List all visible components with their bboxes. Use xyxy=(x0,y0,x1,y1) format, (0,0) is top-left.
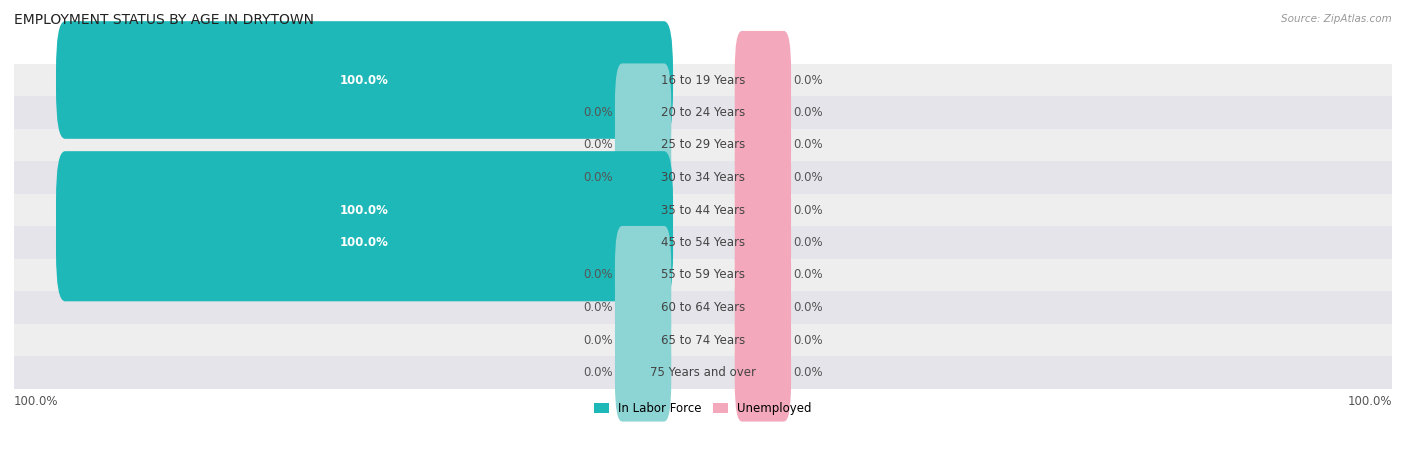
FancyBboxPatch shape xyxy=(735,324,792,422)
FancyBboxPatch shape xyxy=(14,194,1392,226)
FancyBboxPatch shape xyxy=(56,151,673,269)
Text: 0.0%: 0.0% xyxy=(583,106,613,119)
Text: 0.0%: 0.0% xyxy=(583,333,613,346)
Text: Source: ZipAtlas.com: Source: ZipAtlas.com xyxy=(1281,14,1392,23)
FancyBboxPatch shape xyxy=(614,291,671,389)
Text: 45 to 54 Years: 45 to 54 Years xyxy=(661,236,745,249)
FancyBboxPatch shape xyxy=(735,194,792,292)
Text: 0.0%: 0.0% xyxy=(793,333,823,346)
Text: 55 to 59 Years: 55 to 59 Years xyxy=(661,269,745,282)
FancyBboxPatch shape xyxy=(14,226,1392,259)
FancyBboxPatch shape xyxy=(614,258,671,356)
Text: EMPLOYMENT STATUS BY AGE IN DRYTOWN: EMPLOYMENT STATUS BY AGE IN DRYTOWN xyxy=(14,14,314,27)
Text: 16 to 19 Years: 16 to 19 Years xyxy=(661,73,745,86)
FancyBboxPatch shape xyxy=(735,128,792,226)
FancyBboxPatch shape xyxy=(14,161,1392,194)
FancyBboxPatch shape xyxy=(614,63,671,162)
FancyBboxPatch shape xyxy=(14,324,1392,356)
FancyBboxPatch shape xyxy=(735,258,792,356)
Text: 75 Years and over: 75 Years and over xyxy=(650,366,756,379)
Text: 0.0%: 0.0% xyxy=(583,301,613,314)
FancyBboxPatch shape xyxy=(14,291,1392,324)
Text: 0.0%: 0.0% xyxy=(793,301,823,314)
Text: 100.0%: 100.0% xyxy=(340,236,389,249)
Text: 0.0%: 0.0% xyxy=(583,366,613,379)
Text: 0.0%: 0.0% xyxy=(793,106,823,119)
Text: 0.0%: 0.0% xyxy=(793,203,823,216)
Text: 100.0%: 100.0% xyxy=(1347,395,1392,408)
FancyBboxPatch shape xyxy=(56,21,673,139)
Text: 25 to 29 Years: 25 to 29 Years xyxy=(661,139,745,152)
Text: 100.0%: 100.0% xyxy=(340,203,389,216)
Text: 35 to 44 Years: 35 to 44 Years xyxy=(661,203,745,216)
FancyBboxPatch shape xyxy=(614,324,671,422)
Text: 0.0%: 0.0% xyxy=(793,139,823,152)
FancyBboxPatch shape xyxy=(614,128,671,226)
Legend: In Labor Force, Unemployed: In Labor Force, Unemployed xyxy=(589,398,817,420)
FancyBboxPatch shape xyxy=(735,63,792,162)
Text: 65 to 74 Years: 65 to 74 Years xyxy=(661,333,745,346)
FancyBboxPatch shape xyxy=(735,96,792,194)
FancyBboxPatch shape xyxy=(14,259,1392,291)
Text: 60 to 64 Years: 60 to 64 Years xyxy=(661,301,745,314)
FancyBboxPatch shape xyxy=(735,31,792,129)
Text: 20 to 24 Years: 20 to 24 Years xyxy=(661,106,745,119)
FancyBboxPatch shape xyxy=(14,356,1392,389)
FancyBboxPatch shape xyxy=(14,96,1392,129)
Text: 0.0%: 0.0% xyxy=(793,236,823,249)
FancyBboxPatch shape xyxy=(614,226,671,324)
Text: 100.0%: 100.0% xyxy=(340,73,389,86)
Text: 30 to 34 Years: 30 to 34 Years xyxy=(661,171,745,184)
Text: 0.0%: 0.0% xyxy=(583,269,613,282)
Text: 0.0%: 0.0% xyxy=(793,269,823,282)
FancyBboxPatch shape xyxy=(56,184,673,302)
Text: 0.0%: 0.0% xyxy=(793,366,823,379)
Text: 0.0%: 0.0% xyxy=(583,139,613,152)
Text: 0.0%: 0.0% xyxy=(583,171,613,184)
Text: 100.0%: 100.0% xyxy=(14,395,59,408)
FancyBboxPatch shape xyxy=(14,64,1392,96)
Text: 0.0%: 0.0% xyxy=(793,73,823,86)
FancyBboxPatch shape xyxy=(735,291,792,389)
FancyBboxPatch shape xyxy=(14,129,1392,161)
FancyBboxPatch shape xyxy=(735,226,792,324)
Text: 0.0%: 0.0% xyxy=(793,171,823,184)
FancyBboxPatch shape xyxy=(614,96,671,194)
FancyBboxPatch shape xyxy=(735,161,792,259)
